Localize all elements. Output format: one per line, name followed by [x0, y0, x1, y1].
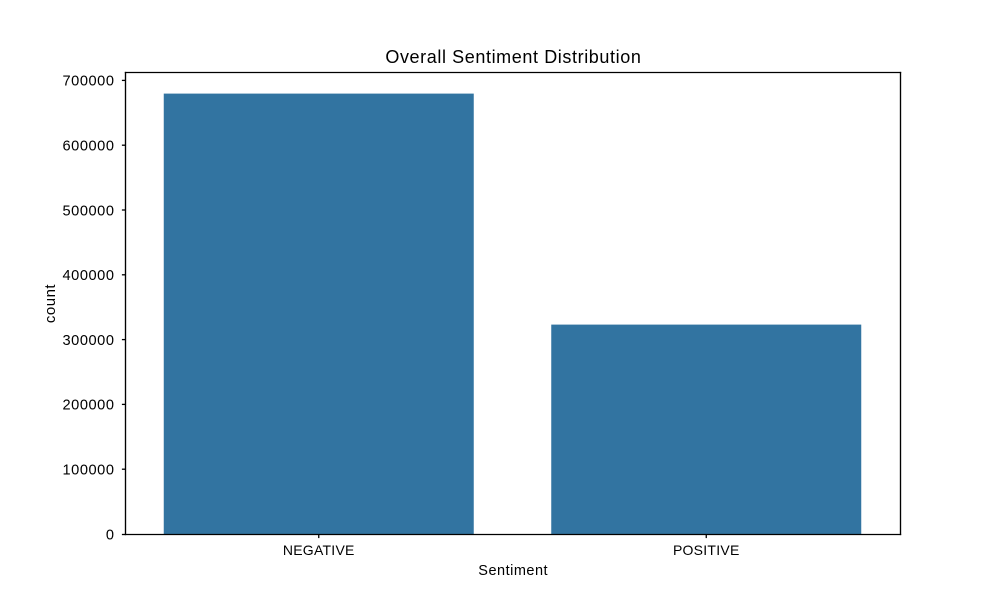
- svg-text:100000: 100000: [63, 463, 115, 479]
- svg-text:400000: 400000: [63, 268, 115, 284]
- svg-text:200000: 200000: [63, 398, 115, 414]
- svg-text:0: 0: [106, 527, 115, 543]
- svg-text:NEGATIVE: NEGATIVE: [283, 542, 355, 558]
- svg-text:Overall Sentiment Distribution: Overall Sentiment Distribution: [385, 47, 641, 67]
- svg-text:POSITIVE: POSITIVE: [673, 542, 740, 558]
- svg-text:500000: 500000: [63, 203, 115, 219]
- svg-text:count: count: [42, 284, 59, 324]
- svg-text:300000: 300000: [63, 333, 115, 349]
- svg-text:600000: 600000: [63, 139, 115, 155]
- svg-text:700000: 700000: [63, 74, 115, 90]
- svg-text:Sentiment: Sentiment: [478, 563, 548, 579]
